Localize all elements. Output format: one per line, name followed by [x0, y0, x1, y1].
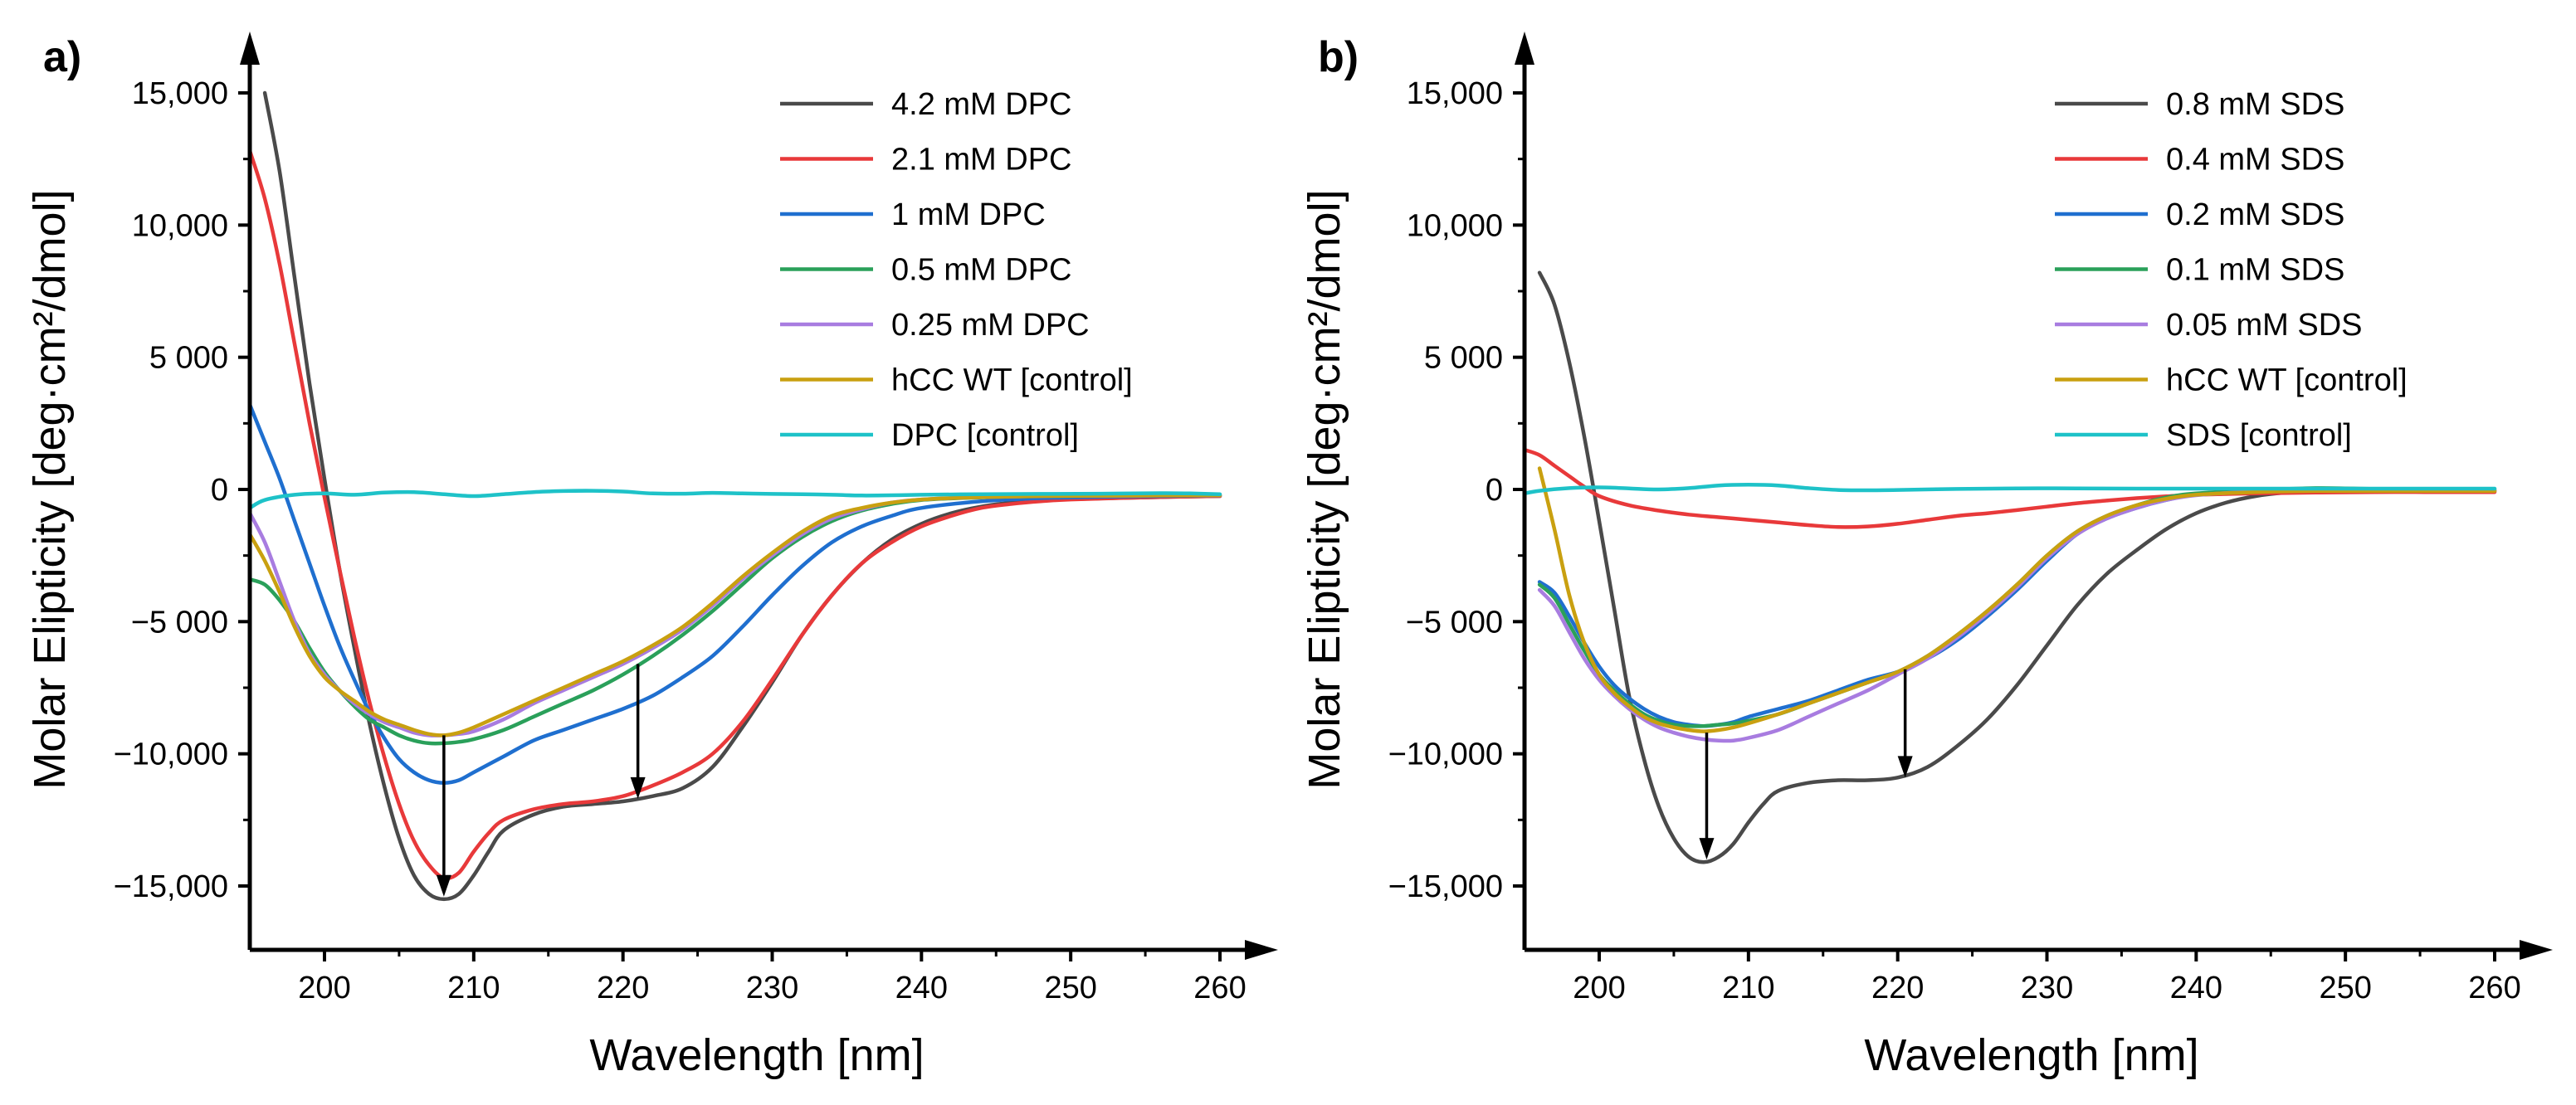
annotation-arrows	[1699, 669, 1913, 860]
x-axis-title: Wavelength [nm]	[1864, 1030, 2198, 1080]
y-tick-label: −5 000	[131, 605, 228, 640]
axes	[1515, 32, 2553, 960]
y-tick-label: 5 000	[149, 341, 228, 376]
tick-group: 200 210 220 230 240 250 260 −15,000 −10,000 −5 00…	[1388, 76, 2521, 1005]
x-tick-label: 260	[1193, 971, 1246, 1005]
y-axis-title: Molar Elipticity [deg·cm²/dmol]	[25, 189, 75, 789]
series-line	[1537, 488, 2497, 728]
y-tick-label: −5 000	[1406, 605, 1503, 640]
x-tick-label: 210	[447, 971, 500, 1005]
legend-label: DPC [control]	[891, 418, 1079, 453]
y-tick-label: −15,000	[114, 869, 228, 904]
x-tick-label: 260	[2468, 971, 2520, 1005]
legend-label: 0.25 mM DPC	[891, 308, 1090, 343]
series-line	[247, 148, 1222, 881]
legend: 0.8 mM SDS 0.4 mM SDS 0.2 mM SDS 0.1 mM SDS…	[2055, 87, 2408, 453]
y-tick-label: 0	[1486, 473, 1503, 508]
x-axis-title: Wavelength [nm]	[589, 1030, 924, 1080]
x-tick-label: 210	[1722, 971, 1774, 1005]
y-tick-label: −10,000	[1388, 737, 1503, 772]
legend-label: 0.4 mM SDS	[2166, 143, 2344, 178]
x-tick-label: 220	[597, 971, 649, 1005]
panel-a: a) Molar Elipticity [deg·cm²/dmol] Wavel…	[25, 32, 1278, 1080]
x-tick-label: 240	[2170, 971, 2222, 1005]
series-line	[1537, 466, 2497, 733]
legend-label: 0.5 mM DPC	[891, 253, 1071, 288]
x-axis-arrowhead	[2520, 940, 2553, 960]
legend-label: 0.2 mM SDS	[2166, 197, 2344, 232]
panel-label: a)	[43, 33, 81, 81]
series-group	[247, 90, 1222, 902]
y-axis-arrowhead	[1515, 32, 1534, 65]
y-axis-title: Molar Elipticity [deg·cm²/dmol]	[1300, 189, 1349, 789]
legend: 4.2 mM DPC 2.1 mM DPC 1 mM DPC 0.5 mM DPC 0.…	[780, 87, 1133, 453]
y-tick-label: 15,000	[132, 76, 228, 111]
y-tick-label: −15,000	[1388, 869, 1503, 904]
legend-label: 4.2 mM DPC	[891, 87, 1071, 122]
y-tick-label: 0	[211, 473, 228, 508]
series-line	[1537, 270, 2497, 864]
series-line	[1537, 488, 2497, 743]
annotation-arrowhead	[630, 776, 646, 799]
y-tick-label: 10,000	[132, 208, 228, 243]
panel-label: b)	[1318, 33, 1359, 81]
series-line	[247, 402, 1222, 785]
legend-label: 2.1 mM DPC	[891, 143, 1071, 178]
legend-label: 0.05 mM SDS	[2166, 308, 2363, 343]
x-tick-label: 200	[1573, 971, 1625, 1005]
x-tick-label: 220	[1871, 971, 1924, 1005]
annotation-arrowhead	[436, 874, 451, 897]
x-tick-label: 230	[2021, 971, 2073, 1005]
series-line	[247, 493, 1222, 746]
legend-label: hCC WT [control]	[891, 363, 1133, 398]
y-axis-arrowhead	[240, 32, 260, 65]
legend-label: hCC WT [control]	[2166, 363, 2408, 398]
series-line	[1522, 483, 2497, 496]
series-line	[247, 489, 1222, 510]
series-line	[247, 493, 1222, 737]
x-tick-label: 250	[2319, 971, 2371, 1005]
legend-label: 1 mM DPC	[891, 197, 1046, 232]
annotation-arrowhead	[1897, 756, 1913, 778]
annotation-arrowhead	[1699, 838, 1715, 860]
series-line	[247, 493, 1222, 737]
legend-label: 0.8 mM SDS	[2166, 87, 2344, 122]
x-tick-label: 250	[1044, 971, 1096, 1005]
axes	[240, 32, 1278, 960]
series-line	[1537, 486, 2497, 728]
legend-label: 0.1 mM SDS	[2166, 253, 2344, 288]
x-axis-arrowhead	[1245, 940, 1278, 960]
panel-b: b) Molar Elipticity [deg·cm²/dmol] Wavel…	[1300, 32, 2553, 1080]
y-tick-label: −10,000	[114, 737, 228, 772]
legend-label: SDS [control]	[2166, 418, 2352, 453]
x-tick-label: 230	[746, 971, 798, 1005]
annotation-arrows	[436, 664, 646, 897]
x-tick-label: 240	[895, 971, 948, 1005]
y-tick-label: 10,000	[1407, 208, 1503, 243]
x-tick-label: 200	[298, 971, 350, 1005]
y-tick-label: 5 000	[1424, 341, 1503, 376]
series-group	[1522, 270, 2497, 864]
tick-group: 200 210 220 230 240 250 260 −15,000 −10,000 −5 00…	[114, 76, 1247, 1005]
y-tick-label: 15,000	[1407, 76, 1503, 111]
